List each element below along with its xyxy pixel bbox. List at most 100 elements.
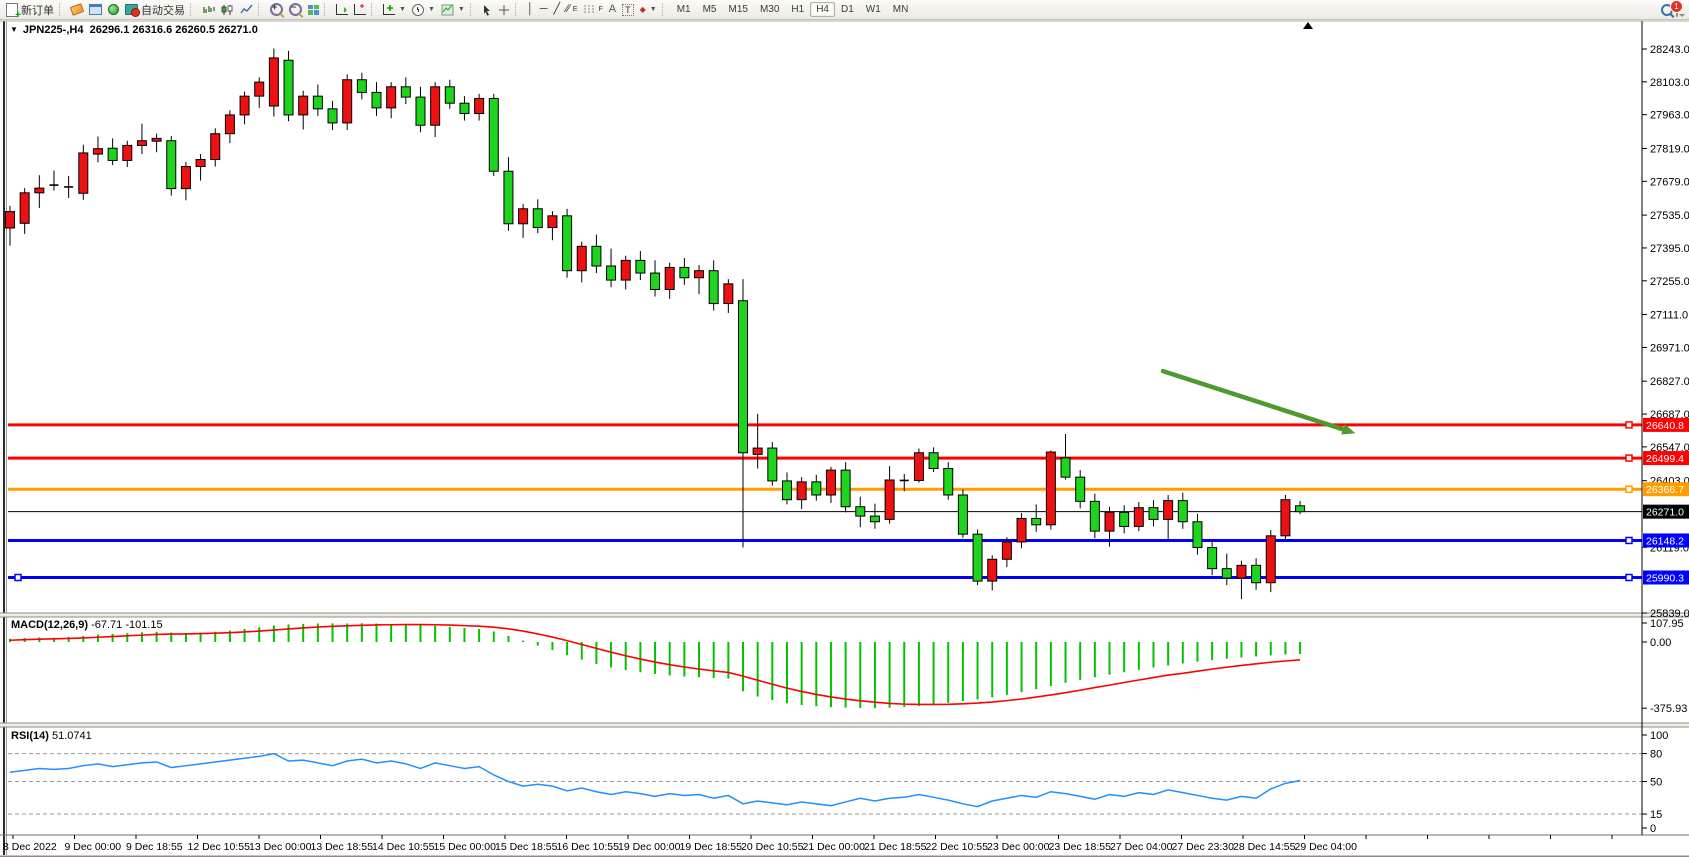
- price-tick-label: 25839.0: [1650, 608, 1689, 620]
- line-handle-marker[interactable]: [1625, 421, 1633, 429]
- chart-left-border: [3, 21, 5, 855]
- crosshair-button[interactable]: [495, 1, 513, 18]
- bar-chart-button[interactable]: [199, 1, 218, 18]
- timeframe-m15-button[interactable]: M15: [728, 4, 748, 15]
- candle-body: [1148, 507, 1159, 520]
- candle-body: [811, 481, 822, 496]
- line-handle-marker[interactable]: [14, 573, 22, 582]
- tile-windows-button[interactable]: [305, 1, 322, 18]
- rsi-tick-label: 0: [1650, 823, 1656, 835]
- price-tick-label: 27679.0: [1650, 176, 1689, 188]
- candle-body: [107, 147, 118, 161]
- candle-body: [1016, 517, 1027, 543]
- candle-body: [166, 140, 177, 190]
- candle-body: [195, 159, 206, 168]
- candle-body: [78, 152, 89, 194]
- autotrading-button[interactable]: 自动交易: [122, 1, 188, 18]
- toolbar-separator: [469, 3, 476, 16]
- chart-title-bar[interactable]: ▼ JPN225-,H4 26296.1 26316.6 26260.5 2627…: [10, 24, 258, 36]
- text-button[interactable]: A: [606, 1, 619, 18]
- candle-body: [180, 166, 191, 190]
- chart-canvas[interactable]: 28243.0 28103.0 27963.0 27819.0 27679.0 27535…: [0, 20, 1689, 857]
- channel-e-label: E: [572, 6, 578, 13]
- price-badge: [1643, 570, 1689, 585]
- dropdown-caret-icon: ▼: [649, 6, 657, 13]
- arrows-button[interactable]: ◆ ▼: [637, 1, 660, 18]
- price-badge-label: 26640.8: [1646, 420, 1684, 432]
- scale-fix-marker[interactable]: [1303, 22, 1313, 29]
- horizontal-line-icon: ─: [539, 3, 548, 15]
- zoom-in-button[interactable]: +: [267, 1, 286, 18]
- zoom-out-button[interactable]: −: [286, 1, 305, 18]
- candle-body: [738, 300, 748, 454]
- autotrading-label: 自动交易: [141, 4, 185, 17]
- fibonacci-button[interactable]: F: [580, 1, 605, 18]
- chart-collapse-icon[interactable]: ▼: [10, 25, 18, 34]
- timeframe-m30-button[interactable]: M30: [759, 4, 780, 15]
- candle-body: [327, 108, 338, 124]
- horizontal-line-button[interactable]: ─: [537, 1, 551, 18]
- price-tick-label: 28103.0: [1650, 77, 1689, 89]
- timeframe-h1-button[interactable]: H1: [791, 4, 805, 15]
- price-tick-label: 27963.0: [1650, 110, 1689, 122]
- new-order-button[interactable]: 新订单: [3, 1, 57, 20]
- cursor-button[interactable]: [479, 1, 495, 18]
- price-tick-label: 27819.0: [1650, 143, 1689, 155]
- market-watch-button[interactable]: [86, 1, 105, 18]
- auto-scroll-button[interactable]: [333, 1, 351, 18]
- pane-separator[interactable]: [0, 613, 1689, 617]
- window-bottom-edge: [0, 855, 1689, 857]
- time-tick-label: 27 Dec 04:00: [1110, 841, 1173, 853]
- time-tick-label: 23 Dec 00:00: [987, 841, 1050, 853]
- new-order-icon: [6, 2, 21, 20]
- vertical-line-button[interactable]: │: [524, 1, 537, 18]
- candle-body: [312, 95, 323, 110]
- candle-body: [1104, 511, 1115, 532]
- candle-body: [92, 148, 103, 155]
- trendline-button[interactable]: ╱: [550, 1, 563, 18]
- macd-name: MACD(12,26,9): [11, 619, 89, 631]
- line-handle-marker[interactable]: [1625, 573, 1633, 582]
- timeframe-m5-button[interactable]: M5: [702, 4, 717, 15]
- timeframe-w1-button[interactable]: W1: [865, 4, 881, 15]
- candle-body: [136, 140, 147, 146]
- rsi-line: [9, 752, 1301, 808]
- timeframe-m1-button[interactable]: M1: [676, 4, 691, 15]
- line-chart-button[interactable]: [237, 1, 256, 18]
- candle-body: [474, 98, 485, 115]
- pane-separator[interactable]: [0, 723, 1689, 727]
- periods-clock-icon: [411, 3, 424, 16]
- candle-body: [283, 59, 294, 116]
- trend-arrow-line[interactable]: [1160, 368, 1346, 432]
- text-label-icon: T: [622, 3, 634, 16]
- chart-open-value: 26296.1: [89, 24, 130, 36]
- text-label-button[interactable]: T: [619, 1, 637, 18]
- timeframe-d1-button[interactable]: D1: [841, 4, 854, 15]
- metaeditor-button[interactable]: [68, 1, 86, 18]
- timeframe-mn-button[interactable]: MN: [892, 4, 909, 15]
- line-handle-marker[interactable]: [1625, 536, 1633, 545]
- chart-shift-button[interactable]: [351, 1, 369, 18]
- templates-button[interactable]: ▼: [438, 1, 468, 18]
- price-tick-label: 26827.0: [1650, 376, 1689, 388]
- line-handle-marker[interactable]: [1625, 454, 1633, 462]
- channel-button[interactable]: ∕∕ E: [563, 1, 580, 18]
- signals-button[interactable]: [105, 1, 122, 18]
- trend-arrow-head[interactable]: [1341, 424, 1356, 435]
- price-tick-label: 28243.0: [1650, 44, 1689, 56]
- zoom-in-icon: +: [270, 2, 283, 16]
- line-handle-marker[interactable]: [1625, 485, 1633, 493]
- notifications-button[interactable]: 1: [1670, 0, 1683, 17]
- timeframe-h4-button[interactable]: H4: [810, 2, 835, 17]
- macd-indicator-label: MACD(12,26,9) -67.71 -101.15: [11, 619, 163, 631]
- candlestick-chart-button[interactable]: [218, 1, 237, 18]
- time-tick-label: 19 Dec 18:55: [680, 841, 743, 853]
- candle-body: [1295, 505, 1306, 513]
- periods-button[interactable]: ▼: [409, 1, 438, 18]
- chart-left-border-inner: [6, 21, 7, 855]
- candle-body: [928, 452, 939, 469]
- candle-body: [796, 481, 807, 501]
- indicators-button[interactable]: ▼: [380, 1, 409, 18]
- candle-body: [957, 494, 968, 535]
